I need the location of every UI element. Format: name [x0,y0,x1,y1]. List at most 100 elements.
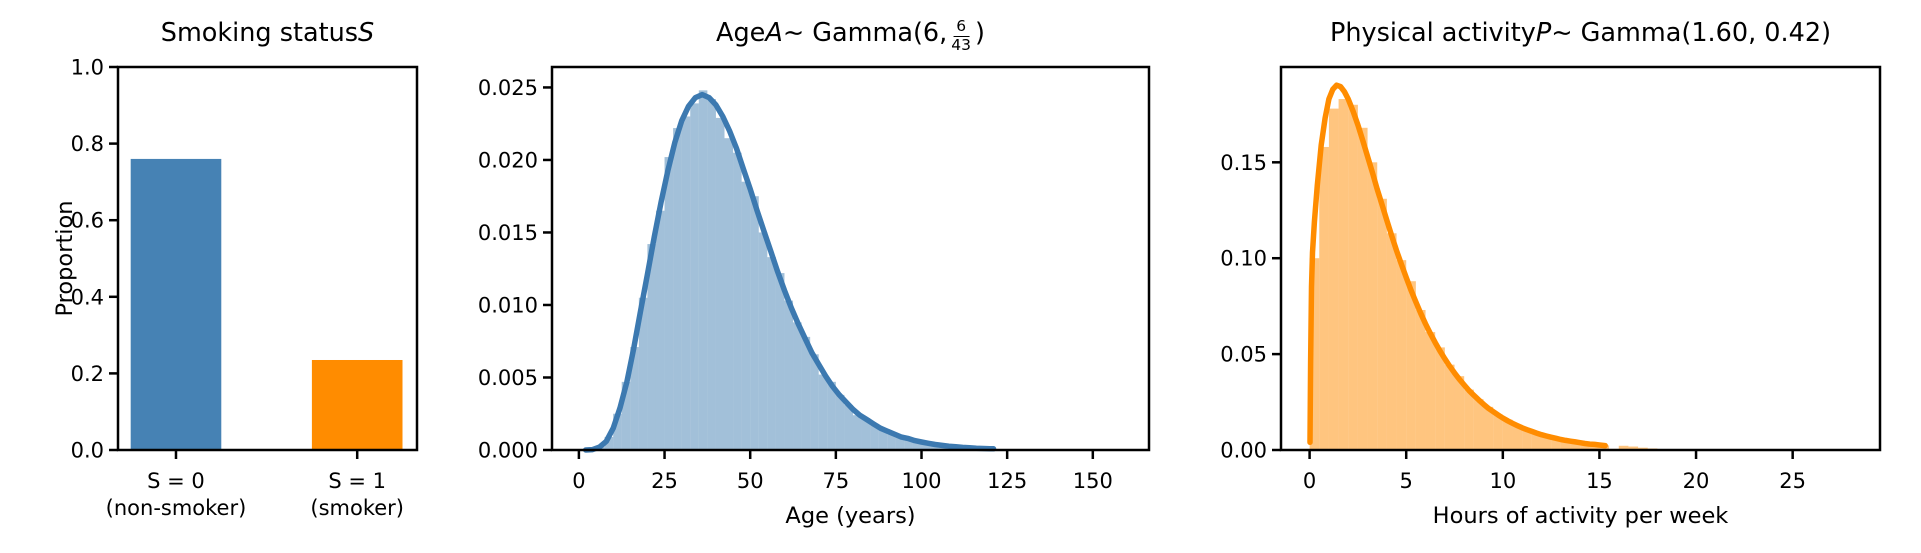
hist-bar [887,434,896,450]
hist-bar [698,90,708,450]
y-tick-label: 0.6 [71,209,104,233]
hist-bar [775,273,785,450]
title-text: Physical activity [1329,18,1536,49]
hist-bar [1502,419,1513,450]
hist-bar [870,423,879,450]
hist-bar [1357,127,1368,450]
hist-bar [638,297,648,450]
hist-bar [621,381,631,450]
hist-bar [758,232,768,450]
title-fraction: 6 43 [951,16,972,54]
x-axis-label: Age (years) [785,503,915,529]
hist-bar [1493,414,1503,450]
hist-bar [1483,406,1494,450]
title-text: ∼ Gamma(6, [782,18,948,49]
x-tick-label: S = 1 [328,469,386,493]
x-tick-label: 150 [1073,469,1113,493]
title-text: Age [716,18,766,49]
hist-bar [1473,399,1484,450]
hist-bar [741,181,751,450]
hist-bar [1377,198,1387,450]
hist-bar [690,103,699,450]
y-tick-label: 1.0 [71,56,104,80]
hist-bar [750,196,759,450]
hist-bar [1628,446,1639,450]
y-tick-label: 0.020 [478,148,538,172]
histogram-bars [596,90,999,451]
hist-bar [1522,429,1532,450]
hist-bar [1338,99,1349,451]
y-tick-label: 0.8 [71,132,104,156]
hist-bar [818,374,828,450]
title-text: Smoking status [160,18,359,49]
hist-bar [724,138,734,450]
y-tick-label: 0.15 [1220,151,1267,175]
bar-s0 [130,158,222,451]
y-axis: 0.00 0.05 0.10 0.15 [1220,151,1281,463]
hist-bar [1589,444,1600,450]
y-tick-label: 0.2 [71,362,104,386]
hist-bar [1464,389,1474,450]
hist-bar [793,322,802,450]
hist-bar [613,413,622,450]
x-axis: 0 5 10 15 20 25 [1303,450,1806,493]
hist-bar [1444,364,1455,450]
title-text: P [1535,18,1552,49]
y-tick-label: 0.005 [478,366,538,390]
hist-bar [604,436,614,450]
hist-bar [1512,424,1523,450]
hist-bar [912,441,922,450]
hist-bar [664,157,674,451]
x-tick-label: 50 [737,469,764,493]
hist-bar [707,99,716,451]
x-axis-label: Hours of activity per week [1433,503,1729,529]
hist-bar [904,438,913,450]
chart-physical-activity-distribution: 0 5 10 15 20 25 0.00 0.05 0.10 0.15 Hours of activ… [1220,65,1882,529]
hist-bar [647,244,656,450]
bar-s1 [311,359,403,450]
chart-title-age: Age A ∼ Gamma(6, 6 43) [716,8,985,60]
hist-bar [810,354,819,450]
hist-bar [1454,376,1465,450]
hist-bar [784,300,794,450]
y-tick-label: 0.4 [71,285,104,309]
y-tick-label: 0.05 [1220,343,1267,367]
kde-curve [1307,82,1608,449]
hist-bar [715,117,725,450]
x-tick-label: 25 [1779,469,1806,493]
y-tick-label: 0.025 [478,76,538,100]
y-axis-label: Proportion [52,200,78,316]
hist-bar [852,415,862,450]
hist-bar [1309,258,1320,450]
hist-bar [673,128,682,450]
title-text: ∼ Gamma(1.60, 0.42) [1551,18,1832,49]
hist-bar [1435,347,1445,450]
hist-bar [1560,439,1571,450]
hist-bar [1415,309,1426,450]
x-tick-label: (non-smoker) [106,496,247,520]
hist-bar [655,210,665,450]
hist-bar [861,418,871,450]
y-tick-label: 0.015 [478,221,538,245]
hist-bar [835,394,845,450]
x-tick-label: S = 0 [147,469,205,493]
x-tick-label: 5 [1400,469,1413,493]
x-tick-label: 15 [1586,469,1613,493]
y-tick-label: 0.00 [1220,439,1267,463]
x-tick-label: 25 [651,469,678,493]
hist-bar [1425,332,1436,450]
chart-age-distribution: 0 25 50 75 100 125 150 0.000 0.005 0.010 0.015 0.02… [478,65,1151,529]
title-text: S [358,18,375,49]
x-tick-label: 100 [901,469,941,493]
hist-bar [1531,432,1542,450]
hist-bar [1570,441,1581,450]
title-text: A [765,18,783,49]
y-tick-label: 0.10 [1220,247,1267,271]
hist-bar [733,152,742,450]
x-tick-label: 10 [1489,469,1516,493]
x-tick-label: (smoker) [310,496,404,520]
spines [116,65,419,452]
chart-title-activity: Physical activity P ∼ Gamma(1.60, 0.42) [1330,8,1831,60]
hist-bar [1618,445,1629,450]
hist-bar [1541,435,1552,450]
